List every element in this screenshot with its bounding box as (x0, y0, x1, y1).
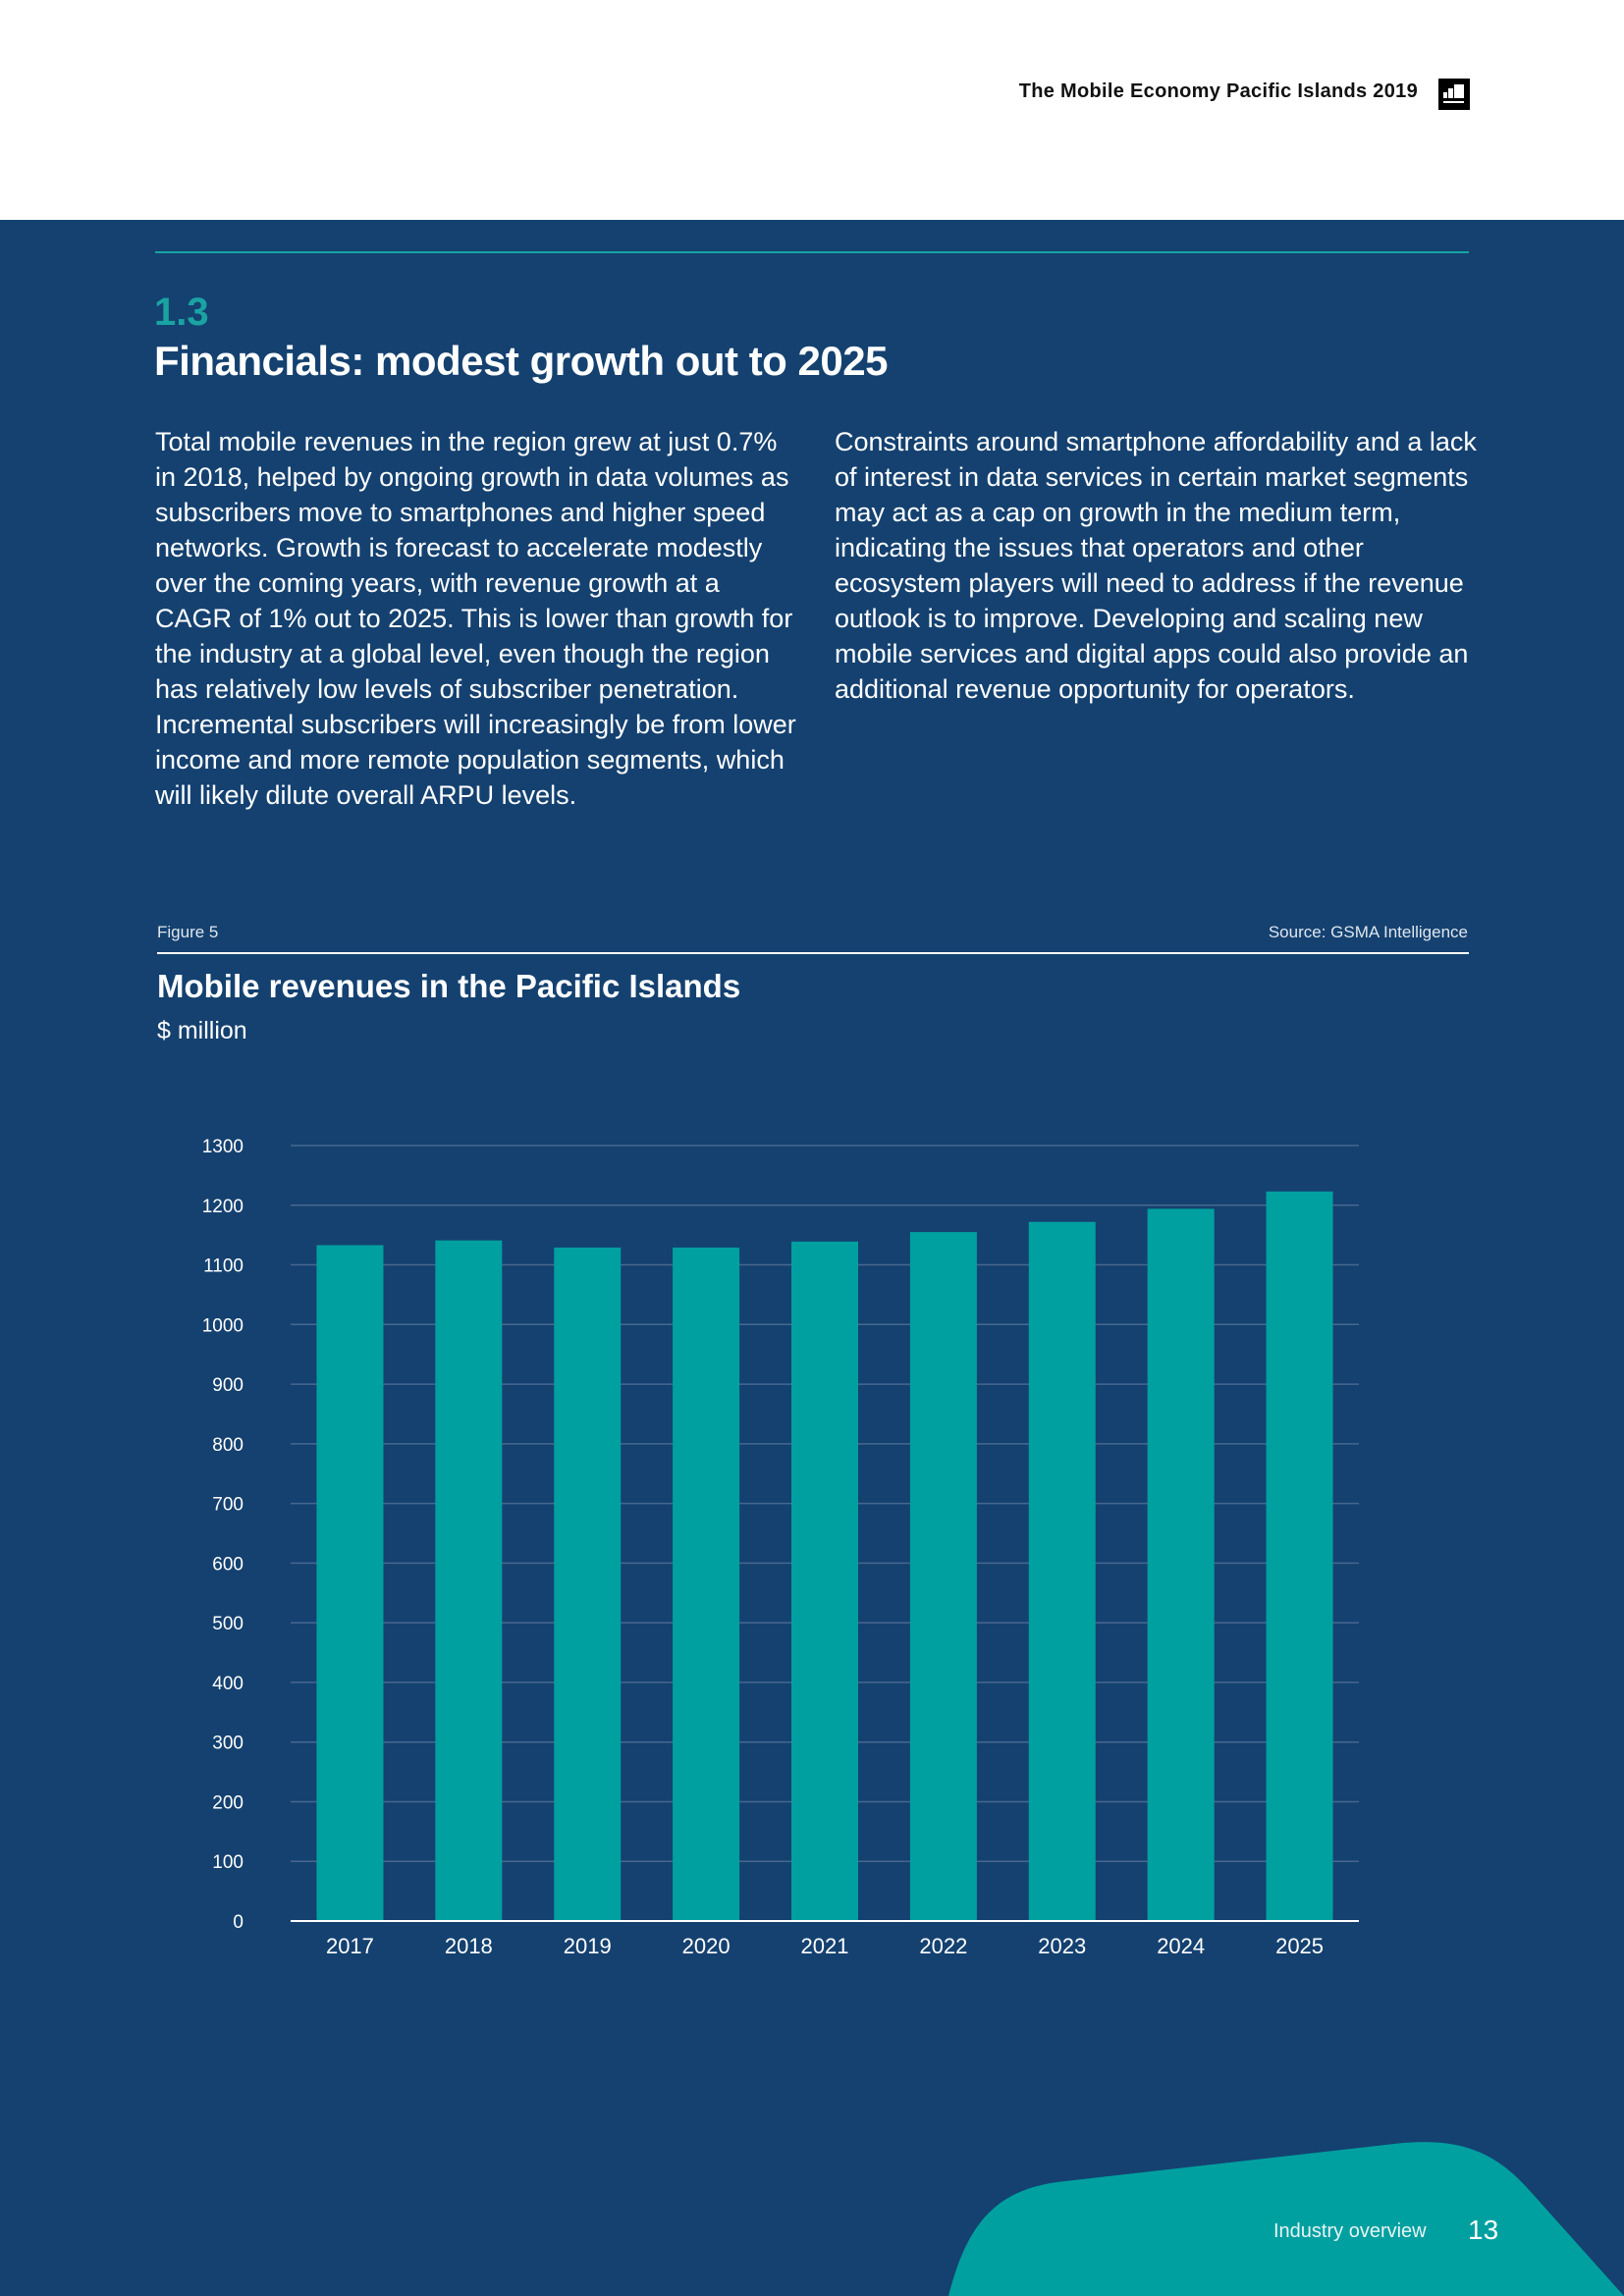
x-tick-label: 2019 (564, 1934, 612, 1958)
main-content: 1.3 Financials: modest growth out to 202… (0, 220, 1624, 2296)
bar-2019 (554, 1247, 622, 1921)
y-tick-label: 200 (212, 1792, 244, 1813)
y-tick-label: 700 (212, 1495, 244, 1516)
y-tick-label: 1100 (203, 1256, 244, 1277)
gsma-logo (1438, 79, 1470, 110)
x-tick-label: 2017 (326, 1934, 374, 1958)
y-tick-label: 0 (233, 1912, 244, 1933)
bar-2022 (909, 1232, 977, 1921)
bar-2023 (1028, 1221, 1096, 1921)
bar-chart: 0 100 200 300 400 500 600 700 800 900 1000 1100 1200… (202, 1137, 1359, 1958)
y-tick-label: 1300 (202, 1137, 244, 1157)
report-title: The Mobile Economy Pacific Islands 2019 (1018, 80, 1418, 102)
bar-2024 (1147, 1208, 1215, 1921)
body-paragraph-left: Total mobile revenues in the region grew… (155, 427, 796, 810)
footer-section-label: Industry overview (1273, 2220, 1427, 2242)
figure-label: Figure 5 (157, 923, 219, 941)
x-tick-label: 2023 (1038, 1934, 1086, 1958)
y-tick-label: 500 (212, 1614, 244, 1634)
bar-2018 (435, 1240, 503, 1921)
bar-2020 (673, 1247, 740, 1921)
figure-divider (157, 952, 1469, 954)
figure-source: Source: GSMA Intelligence (1268, 923, 1468, 941)
chart-subtitle: $ million (157, 1017, 247, 1044)
y-tick-label: 1200 (202, 1197, 244, 1217)
section-divider (155, 251, 1469, 253)
x-tick-label: 2020 (682, 1934, 731, 1958)
section-number: 1.3 (154, 291, 209, 334)
x-tick-label: 2021 (801, 1934, 849, 1958)
x-tick-label: 2025 (1275, 1934, 1324, 1958)
y-tick-label: 300 (212, 1734, 244, 1754)
section-title: Financials: modest growth out to 2025 (154, 338, 888, 384)
y-tick-label: 900 (212, 1375, 244, 1396)
y-tick-label: 1000 (202, 1315, 244, 1336)
footer-decoration (948, 2142, 1624, 2296)
body-paragraph-right: Constraints around smartphone affordabil… (835, 427, 1477, 704)
y-tick-label: 100 (212, 1852, 244, 1873)
y-tick-label: 400 (212, 1674, 244, 1694)
chart-title: Mobile revenues in the Pacific Islands (157, 968, 741, 1004)
bar-2021 (791, 1241, 858, 1921)
bar-2017 (316, 1245, 384, 1921)
x-tick-label: 2022 (919, 1934, 967, 1958)
page-header: The Mobile Economy Pacific Islands 2019 (0, 0, 1624, 220)
y-tick-label: 800 (212, 1435, 244, 1456)
y-tick-label: 600 (212, 1554, 244, 1575)
x-tick-label: 2024 (1157, 1934, 1205, 1958)
x-tick-label: 2018 (445, 1934, 493, 1958)
page-number: 13 (1468, 2215, 1499, 2245)
bar-2025 (1266, 1191, 1333, 1921)
